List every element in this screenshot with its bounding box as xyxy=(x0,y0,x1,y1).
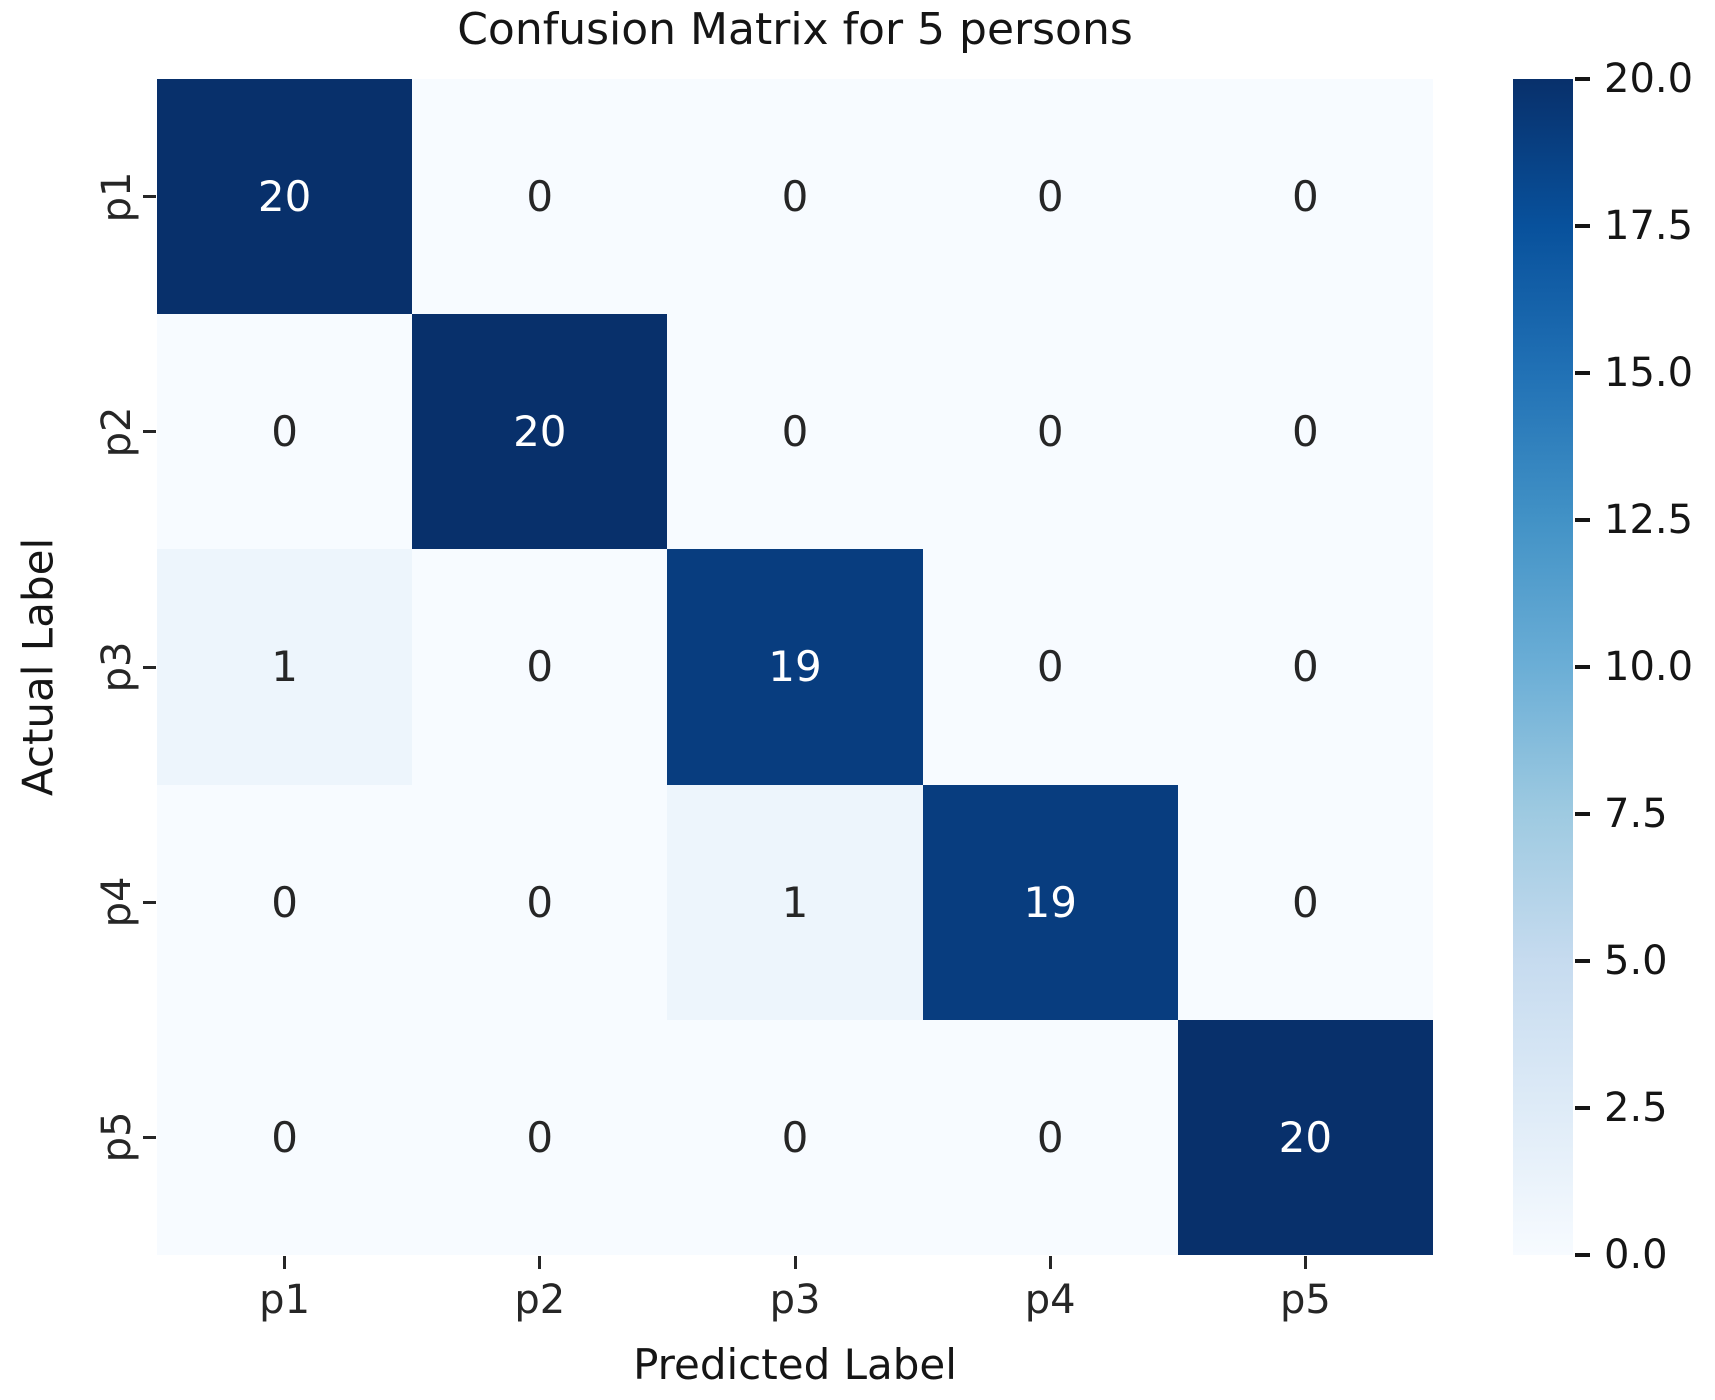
x-tick-label: p1 xyxy=(259,1277,311,1323)
y-tick-mark xyxy=(143,195,156,199)
cell-value: 0 xyxy=(526,1112,554,1162)
cell-value: 20 xyxy=(1278,1112,1333,1162)
heatmap-cell: 0 xyxy=(667,1019,923,1255)
heatmap-cell: 20 xyxy=(412,314,668,550)
colorbar-tick-label: 10.0 xyxy=(1604,644,1694,690)
y-tick-mark xyxy=(143,900,156,904)
colorbar-tick-mark xyxy=(1575,224,1590,228)
cell-value: 0 xyxy=(781,172,809,222)
cell-value: 1 xyxy=(271,642,298,692)
cell-value: 0 xyxy=(1036,642,1064,692)
colorbar-tick-label: 15.0 xyxy=(1604,350,1694,396)
y-tick-mark xyxy=(143,665,156,669)
y-tick-label: p2 xyxy=(94,406,140,458)
x-tick-label: p5 xyxy=(1279,1277,1331,1323)
heatmap-cell: 1 xyxy=(667,784,923,1020)
x-tick-label: p2 xyxy=(514,1277,566,1323)
x-tick-mark xyxy=(793,1256,797,1269)
colorbar-tick-mark xyxy=(1575,959,1590,963)
heatmap-cell: 19 xyxy=(922,784,1178,1020)
heatmap-cell: 0 xyxy=(922,1019,1178,1255)
heatmap-cell: 0 xyxy=(1177,79,1433,315)
heatmap-cell: 0 xyxy=(412,1019,668,1255)
cell-value: 0 xyxy=(526,172,554,222)
colorbar-tick-mark xyxy=(1575,371,1590,375)
cell-value: 19 xyxy=(1023,877,1077,927)
y-tick-label: p3 xyxy=(94,641,140,693)
heatmap-cell: 19 xyxy=(667,549,923,785)
cell-value: 19 xyxy=(768,642,822,692)
cell-value: 0 xyxy=(1036,172,1064,222)
x-axis-label: Predicted Label xyxy=(633,1340,957,1389)
colorbar-tick-label: 17.5 xyxy=(1604,203,1694,249)
cell-value: 0 xyxy=(1292,172,1319,222)
cell-value: 0 xyxy=(781,407,809,457)
heatmap-cell: 0 xyxy=(157,314,413,550)
colorbar-tick-label: 5.0 xyxy=(1604,938,1668,984)
x-tick-label: p3 xyxy=(769,1277,821,1323)
heatmap-cell: 0 xyxy=(1177,784,1433,1020)
colorbar-tick-label: 7.5 xyxy=(1604,791,1668,837)
y-axis-label: Actual Label xyxy=(13,537,63,797)
colorbar-tick-mark xyxy=(1575,812,1590,816)
colorbar-gradient xyxy=(1513,79,1573,1255)
heatmap-cell: 0 xyxy=(412,784,668,1020)
heatmap-cell: 0 xyxy=(1177,314,1433,550)
cell-value: 0 xyxy=(1292,407,1319,457)
heatmap-cell: 0 xyxy=(667,79,923,315)
cell-value: 0 xyxy=(1292,877,1319,927)
colorbar-tick-label: 20.0 xyxy=(1604,56,1694,102)
heatmap-cell: 0 xyxy=(412,79,668,315)
y-tick-label: p4 xyxy=(94,876,140,928)
colorbar-tick-mark xyxy=(1575,1253,1590,1257)
y-tick-mark xyxy=(143,430,156,434)
cell-value: 0 xyxy=(271,407,298,457)
cell-value: 0 xyxy=(271,877,298,927)
cell-value: 0 xyxy=(1036,1112,1064,1162)
cell-value: 1 xyxy=(781,877,809,927)
colorbar-tick-mark xyxy=(1575,665,1590,669)
heatmap-cell: 20 xyxy=(157,79,413,315)
heatmap-cell: 0 xyxy=(412,549,668,785)
x-tick-label: p4 xyxy=(1024,1277,1076,1323)
x-tick-mark xyxy=(1048,1256,1052,1269)
x-tick-mark xyxy=(538,1256,542,1269)
heatmap-cell: 0 xyxy=(922,79,1178,315)
heatmap-cell: 0 xyxy=(157,1019,413,1255)
heatmap-cell: 20 xyxy=(1177,1019,1433,1255)
colorbar-tick-label: 12.5 xyxy=(1604,497,1694,543)
y-tick-mark xyxy=(143,1135,156,1139)
heatmap-cell: 0 xyxy=(922,314,1178,550)
colorbar-tick-mark xyxy=(1575,77,1590,81)
cell-value: 0 xyxy=(781,1112,809,1162)
y-tick-label: p1 xyxy=(94,171,140,223)
cell-value: 0 xyxy=(526,642,554,692)
cell-value: 0 xyxy=(1292,642,1319,692)
colorbar-tick-label: 2.5 xyxy=(1604,1085,1668,1131)
heatmap-cell: 0 xyxy=(157,784,413,1020)
cell-value: 20 xyxy=(257,172,312,222)
heatmap-cell: 1 xyxy=(157,549,413,785)
x-tick-mark xyxy=(283,1256,287,1269)
heatmap-cell: 0 xyxy=(1177,549,1433,785)
chart-title: Confusion Matrix for 5 persons xyxy=(457,4,1133,55)
cell-value: 0 xyxy=(1036,407,1064,457)
x-tick-mark xyxy=(1303,1256,1307,1269)
cell-value: 0 xyxy=(526,877,554,927)
heatmap-cell: 0 xyxy=(667,314,923,550)
colorbar-tick-mark xyxy=(1575,518,1590,522)
cell-value: 20 xyxy=(513,407,567,457)
heatmap-grid: 20 0 0 0 0 0 20 0 0 0 1 0 19 0 0 0 0 1 19 0 0 0 0 0 20 xyxy=(157,79,1433,1255)
y-tick-label: p5 xyxy=(94,1111,140,1163)
cell-value: 0 xyxy=(271,1112,298,1162)
heatmap-cell: 0 xyxy=(922,549,1178,785)
colorbar-tick-mark xyxy=(1575,1106,1590,1110)
colorbar-tick-label: 0.0 xyxy=(1604,1232,1668,1278)
